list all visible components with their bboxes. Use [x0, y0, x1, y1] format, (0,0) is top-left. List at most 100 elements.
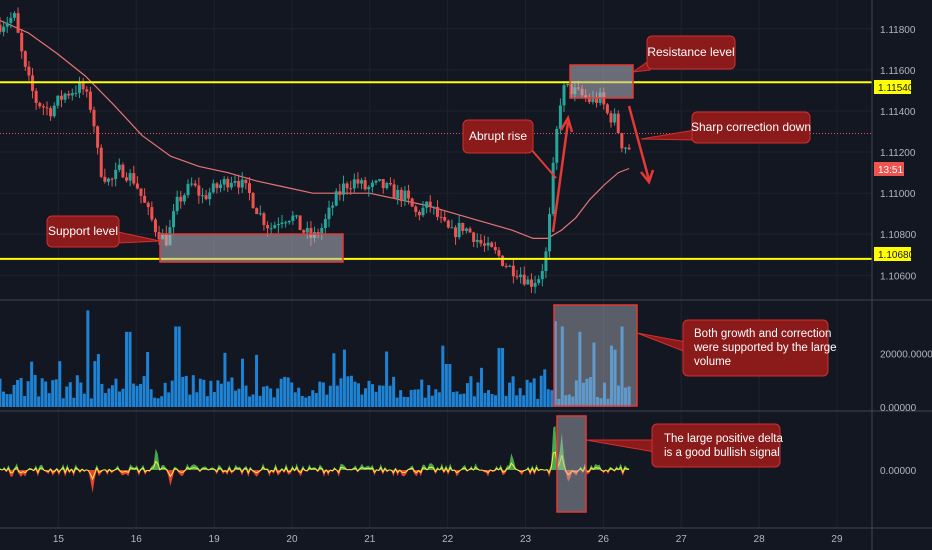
- candle-body-94: [338, 191, 342, 195]
- time-tick-label-4: 21: [364, 534, 376, 545]
- volume-bar-5: [16, 379, 20, 407]
- correction-arrow-head: [640, 169, 655, 185]
- volume-bar-18: [61, 398, 65, 407]
- candle-body-60: [215, 183, 219, 189]
- volume-bar-13: [44, 381, 48, 407]
- candle-body-40: [143, 195, 147, 203]
- price-axis: 1.11800 1.11600 1.11400 1.11200 1.11000 1.108…: [880, 25, 917, 283]
- candle-body-168: [605, 104, 609, 114]
- volume-bar-178: [624, 387, 628, 407]
- volume-tick-label-1: 0.00000: [880, 403, 917, 414]
- candle-body-16: [56, 95, 60, 106]
- candle-body-99: [356, 179, 360, 184]
- candle-body-129: [464, 228, 468, 231]
- volume-bar-62: [216, 380, 220, 407]
- candle-body-48: [172, 211, 176, 228]
- candle-body-52: [186, 183, 190, 196]
- candle-body-27: [96, 126, 100, 148]
- volume-bar-35: [121, 388, 125, 407]
- volume-bar-129: [451, 392, 455, 407]
- correction-callout-label: Sharp correction down: [691, 120, 811, 134]
- volume-bar-45: [156, 398, 160, 407]
- volume-bar-138: [483, 393, 487, 407]
- candle-body-75: [269, 228, 273, 230]
- volume-callout-line1: Both growth and correction: [694, 328, 831, 340]
- volume-bar-28: [96, 354, 100, 407]
- candle-body-149: [537, 279, 541, 283]
- candle-body-85: [305, 228, 309, 233]
- volume-bar-147: [515, 395, 519, 407]
- moving-average-line: [0, 19, 630, 239]
- volume-bar-81: [283, 376, 287, 407]
- volume-bar-22: [75, 375, 79, 407]
- volume-bar-164: [574, 380, 578, 407]
- volume-callout-line3: volume: [694, 356, 731, 368]
- volume-bar-177: [620, 326, 624, 407]
- volume-bar-16: [54, 379, 58, 407]
- candle-body-103: [370, 182, 374, 187]
- delta-positive-area: [0, 425, 630, 470]
- volume-bar-159: [557, 398, 561, 407]
- candle-body-59: [211, 183, 215, 193]
- volume-bar-83: [290, 382, 294, 407]
- volume-bar-157: [550, 390, 554, 407]
- volume-bar-106: [371, 384, 375, 407]
- candle-body-91: [327, 207, 331, 220]
- volume-bar-97: [339, 378, 343, 407]
- candle-body-137: [493, 247, 497, 251]
- candle-body-70: [251, 192, 255, 209]
- volume-bar-34: [117, 391, 121, 407]
- candle-body-98: [352, 179, 356, 189]
- volume-bar-39: [135, 385, 139, 407]
- rise-callout-label: Abrupt rise: [469, 129, 527, 143]
- volume-bar-15: [51, 380, 55, 407]
- price-tick-label-3: 1.11200: [880, 148, 916, 159]
- candle-body-141: [508, 265, 512, 267]
- candle-body-101: [363, 180, 367, 190]
- volume-tick-label-0: 20000.00000: [880, 349, 932, 360]
- candle-body-138: [497, 250, 501, 256]
- candle-body-163: [587, 97, 591, 102]
- candle-body-57: [204, 195, 208, 200]
- candle-body-135: [486, 242, 490, 246]
- volume-bar-148: [518, 388, 522, 407]
- volume-bar-135: [472, 396, 476, 407]
- volume-bar-9: [30, 361, 34, 407]
- candle-body-4: [12, 13, 16, 18]
- candle-body-79: [284, 222, 288, 224]
- volume-bar-51: [177, 326, 181, 407]
- volume-bar-12: [40, 378, 44, 407]
- candle-body-35: [125, 177, 129, 181]
- candle-body-157: [566, 83, 570, 86]
- candle-body-108: [388, 182, 392, 185]
- candle-body-92: [331, 205, 335, 208]
- volume-bar-110: [385, 351, 389, 407]
- candle-body-78: [280, 222, 284, 224]
- volume-bar-60: [209, 380, 213, 407]
- volume-bar-126: [441, 345, 445, 407]
- volume-bar-2: [5, 394, 9, 407]
- volume-bar-65: [226, 381, 230, 407]
- volume-bar-141: [494, 395, 498, 407]
- candle-body-53: [190, 183, 194, 185]
- candle-body-37: [132, 173, 136, 184]
- candle-body-128: [461, 222, 465, 231]
- volume-bar-166: [581, 382, 585, 407]
- time-tick-label-3: 20: [286, 534, 298, 545]
- candle-body-19: [67, 93, 71, 96]
- candle-body-96: [345, 183, 349, 189]
- volume-bar-32: [110, 385, 114, 407]
- volume-bar-111: [388, 385, 392, 407]
- candle-body-151: [544, 251, 548, 272]
- volume-bar-176: [617, 385, 621, 407]
- candle-body-5: [16, 13, 20, 33]
- candle-body-113: [407, 190, 411, 199]
- candle-body-43: [153, 219, 157, 233]
- volume-bar-50: [174, 326, 178, 407]
- volume-bar-161: [564, 395, 568, 407]
- volume-zone-box: [553, 304, 638, 407]
- resistance-price-tag: [874, 80, 911, 94]
- candle-body-28: [99, 147, 103, 177]
- time-tick-label-9: 28: [754, 534, 766, 545]
- candle-body-3: [9, 17, 13, 23]
